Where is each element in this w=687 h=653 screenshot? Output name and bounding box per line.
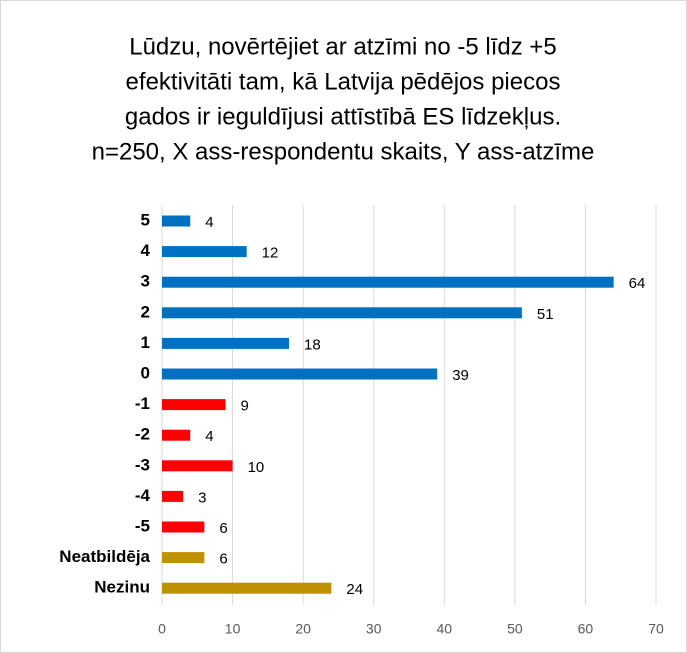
bar xyxy=(162,460,233,472)
y-tick-label: 5 xyxy=(141,210,150,229)
y-tick-label: -4 xyxy=(135,486,151,505)
x-tick-label: 60 xyxy=(578,621,594,637)
data-label: 39 xyxy=(452,367,469,384)
y-tick-label: 0 xyxy=(141,363,150,382)
y-tick-label: Neatbildēja xyxy=(59,547,150,566)
x-tick-label: 70 xyxy=(648,621,664,637)
x-tick-label: 20 xyxy=(295,621,311,637)
y-tick-label: 1 xyxy=(141,333,150,352)
data-label: 4 xyxy=(205,214,213,231)
data-label: 10 xyxy=(248,459,265,476)
data-label: 6 xyxy=(219,551,227,568)
data-label: 51 xyxy=(537,306,554,323)
data-label: 18 xyxy=(304,336,321,353)
data-label: 6 xyxy=(219,520,227,537)
x-tick-label: 0 xyxy=(158,621,166,637)
chart-title: Lūdzu, novērtējiet ar atzīmi no -5 līdz … xyxy=(129,33,557,60)
y-tick-label: 3 xyxy=(141,272,150,291)
bar xyxy=(162,582,332,594)
data-label: 24 xyxy=(346,581,363,598)
bar xyxy=(162,368,438,380)
bar xyxy=(162,337,290,349)
data-label: 12 xyxy=(262,245,279,262)
data-label: 9 xyxy=(241,398,249,415)
bar xyxy=(162,246,247,258)
chart-title: n=250, X ass-respondentu skaits, Y ass-a… xyxy=(92,138,595,165)
chart-title: efektivitāti tam, kā Latvija pēdējos pie… xyxy=(126,68,561,95)
y-tick-label: -5 xyxy=(135,516,150,535)
bar xyxy=(162,490,184,502)
bar xyxy=(162,552,205,564)
bar xyxy=(162,521,205,533)
x-tick-label: 10 xyxy=(225,621,241,637)
y-tick-label: -1 xyxy=(135,394,150,413)
bar xyxy=(162,215,191,227)
bar xyxy=(162,429,191,441)
x-tick-label: 30 xyxy=(366,621,382,637)
x-tick-label: 50 xyxy=(507,621,523,637)
data-label: 3 xyxy=(198,489,206,506)
y-tick-label: Nezinu xyxy=(94,578,150,597)
x-tick-label: 40 xyxy=(436,621,452,637)
data-label: 4 xyxy=(205,428,213,445)
bar xyxy=(162,399,226,411)
y-tick-label: -2 xyxy=(135,425,150,444)
bar xyxy=(162,307,522,319)
y-tick-label: -3 xyxy=(135,455,150,474)
bar xyxy=(162,276,614,288)
y-tick-label: 4 xyxy=(141,241,151,260)
data-label: 64 xyxy=(629,275,646,292)
chart-title: gados ir ieguldījusi attīstībā ES līdzek… xyxy=(125,103,561,130)
y-tick-label: 2 xyxy=(141,302,150,321)
